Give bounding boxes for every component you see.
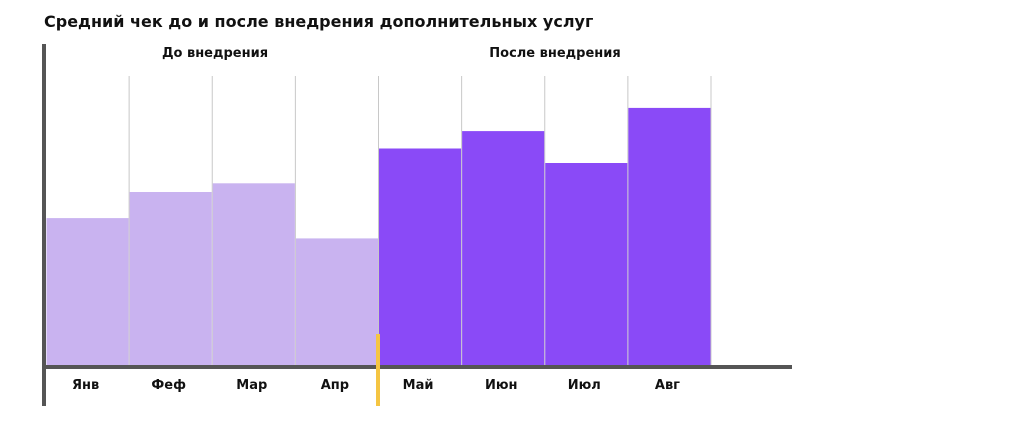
group-label-before: До внедрения bbox=[162, 46, 268, 61]
gridlines bbox=[128, 76, 712, 366]
x-tick-label: Июл bbox=[568, 378, 601, 393]
x-tick-label: Янв bbox=[72, 378, 99, 393]
bar-6 bbox=[462, 131, 545, 367]
x-tick-label: Авг bbox=[655, 378, 680, 393]
x-tick-label: Июн bbox=[485, 378, 518, 393]
axes bbox=[42, 44, 792, 406]
x-tick-label: Мар bbox=[236, 378, 267, 393]
group-label-after: После внедрения bbox=[489, 46, 620, 61]
bar-5 bbox=[379, 148, 462, 367]
x-tick-label: Май bbox=[403, 378, 434, 393]
x-tick-labels: Янв Феф Мар Апр Май Июн Июл Авг bbox=[72, 378, 680, 393]
chart-title: Средний чек до и после внедрения дополни… bbox=[44, 12, 593, 31]
bars bbox=[46, 107, 711, 368]
bar-3 bbox=[212, 183, 295, 367]
bar-8 bbox=[628, 107, 711, 368]
bar-7 bbox=[545, 163, 628, 367]
x-tick-label: Апр bbox=[321, 378, 349, 393]
bar-1 bbox=[46, 218, 129, 367]
bar-2 bbox=[129, 192, 212, 367]
x-tick-label: Феф bbox=[151, 378, 186, 393]
bar-4 bbox=[295, 238, 378, 367]
